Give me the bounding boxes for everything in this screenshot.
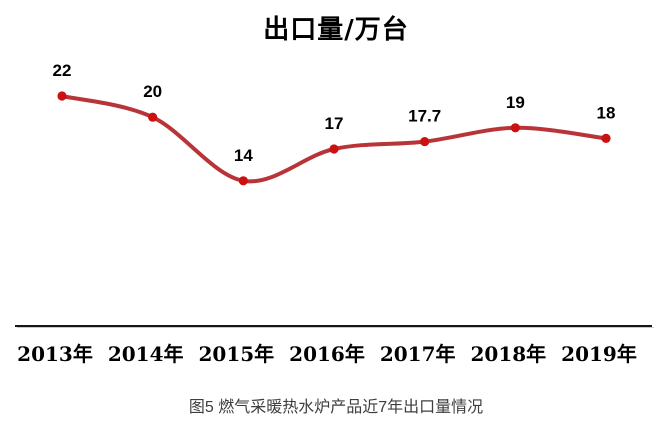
data-label: 18 <box>597 103 616 122</box>
data-point-marker <box>238 176 248 186</box>
data-label: 22 <box>53 61 72 80</box>
data-label: 17.7 <box>408 107 441 126</box>
chart-title: 出口量/万台 <box>263 15 409 45</box>
data-point-marker <box>601 133 611 143</box>
x-axis-tick-label: 2015年 <box>198 342 275 366</box>
data-label: 20 <box>143 82 162 101</box>
x-axis-tick-label: 2017年 <box>379 342 456 366</box>
x-axis-tick-label: 2016年 <box>289 342 365 366</box>
data-point-marker <box>148 112 158 122</box>
figure-caption: 图5 燃气采暖热水炉产品近7年出口量情况 <box>188 399 484 416</box>
line-chart-plot-area: 22 20 14 17 17.7 19 18 <box>53 61 616 186</box>
x-axis-tick-label: 2019年 <box>561 342 637 366</box>
data-point-marker <box>57 91 67 101</box>
x-axis-tick-label: 2013年 <box>17 342 93 366</box>
data-label: 14 <box>234 146 253 165</box>
x-axis-labels: 2013年 2014年 2015年 2016年 2017年 2018年 2019年 <box>0 338 672 370</box>
x-axis-tick-label: 2014年 <box>107 342 184 366</box>
data-label: 17 <box>325 114 344 133</box>
x-axis-tick-label: 2018年 <box>470 342 547 366</box>
data-point-marker <box>329 144 339 154</box>
data-point-marker <box>510 123 520 133</box>
x-axis-line <box>15 325 652 327</box>
x-axis-shadow <box>17 327 654 328</box>
data-label: 19 <box>506 93 525 112</box>
data-point-marker <box>420 136 430 147</box>
